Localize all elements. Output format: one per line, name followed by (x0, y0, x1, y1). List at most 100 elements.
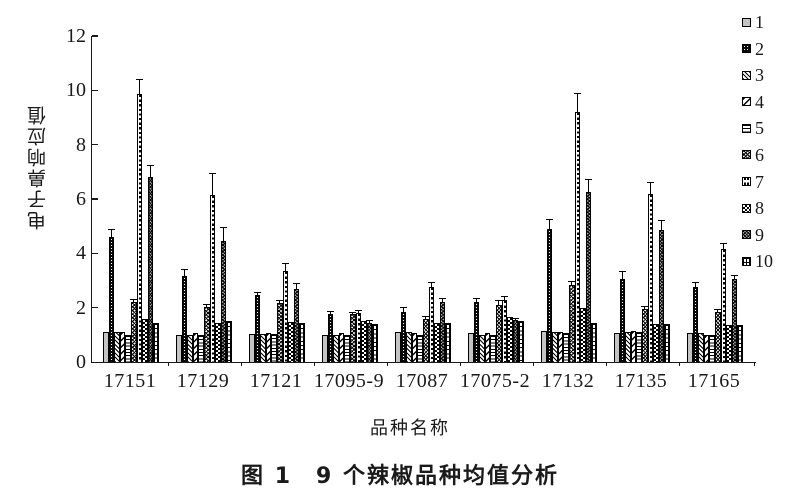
bar-series-6 (496, 304, 502, 362)
bar-series-4 (265, 332, 272, 362)
bar-series-4 (484, 333, 491, 362)
bar-series-2 (327, 314, 334, 362)
legend-item-7: 7 (742, 173, 773, 191)
bar-series-6 (642, 309, 648, 362)
checker-dots-swatch-icon (742, 203, 751, 213)
bar-series-7 (720, 249, 727, 362)
category-label: 17151 (103, 370, 157, 392)
error-bar (422, 316, 430, 319)
error-bar (107, 228, 115, 238)
error-bar (495, 299, 503, 305)
bar-series-5 (344, 334, 350, 362)
bar-series-10 (737, 325, 743, 362)
error-bar (618, 271, 626, 280)
bar-series-9 (147, 177, 154, 362)
category-label: 17121 (249, 370, 303, 392)
bar-series-8 (361, 321, 367, 362)
category-label: 17075-2 (459, 370, 531, 392)
legend-label: 4 (755, 91, 764, 112)
bar-series-9 (366, 322, 373, 362)
bar-group-17121 (249, 36, 305, 362)
legend-item-4: 4 (742, 93, 773, 111)
legend-label: 9 (755, 224, 764, 245)
y-axis-tick-label: 6 (76, 188, 86, 210)
bar-series-10 (299, 323, 305, 362)
bar-series-1 (103, 332, 109, 362)
error-bar (641, 305, 649, 310)
error-bar (439, 297, 447, 303)
y-axis-tick (92, 35, 98, 37)
x-axis-tick (240, 362, 242, 366)
x-axis-title: 品种名称 (370, 418, 450, 439)
bar-series-6 (204, 306, 210, 362)
bar-series-8 (653, 323, 659, 362)
bar-series-9 (731, 279, 738, 362)
bar-series-7 (428, 287, 435, 362)
x-axis-tick (754, 362, 756, 366)
bar-series-3 (479, 334, 485, 362)
bar-series-10 (226, 321, 232, 362)
bar-group-17075-2 (468, 36, 524, 362)
error-bar (180, 268, 188, 277)
bar-series-2 (254, 295, 261, 362)
bar-series-1 (176, 334, 182, 362)
error-bar (714, 309, 722, 312)
x-axis-tick (605, 362, 607, 366)
legend-label: 1 (755, 12, 764, 32)
bar-series-5 (563, 333, 569, 362)
x-axis-tick (532, 362, 534, 366)
bar-series-4 (703, 334, 710, 362)
category-label: 17132 (541, 370, 595, 392)
bar-group-17135 (614, 36, 670, 362)
bar-series-2 (400, 311, 407, 362)
error-bar (135, 79, 143, 94)
error-bar (646, 181, 654, 194)
figure-caption: 图 1 9 个辣椒品种均值分析 (241, 464, 559, 489)
x-axis-tick (313, 362, 315, 366)
error-bar (658, 219, 666, 231)
error-bar (220, 227, 228, 242)
y-axis-tick-label: 2 (76, 296, 86, 319)
bar-series-8 (288, 322, 294, 362)
bar-series-6 (569, 284, 575, 362)
black-fine-dots-swatch-icon (742, 44, 751, 54)
error-bar (349, 312, 357, 315)
bar-series-6 (131, 302, 137, 362)
y-axis-tick-label: 10 (66, 79, 86, 102)
error-bar (568, 280, 576, 285)
bar-series-9 (439, 302, 446, 362)
bar-series-3 (625, 332, 631, 362)
y-axis-tick (92, 89, 98, 92)
bar-series-1 (249, 334, 255, 362)
category-label: 17129 (176, 370, 230, 392)
y-axis-tick-label: 12 (66, 25, 86, 47)
diagonal-hatch-fine-swatch-icon (742, 70, 751, 80)
bar-series-8 (434, 322, 440, 362)
error-bar (719, 242, 727, 250)
legend-label: 6 (755, 144, 764, 165)
bar-series-6 (715, 311, 721, 362)
y-axis-tick-label: 0 (76, 351, 86, 373)
bar-series-7 (209, 194, 216, 362)
bar-series-10 (591, 322, 597, 362)
bar-series-5 (125, 334, 131, 362)
error-bar (399, 307, 407, 312)
bar-series-8 (142, 318, 148, 362)
bar-series-5 (198, 334, 204, 362)
bar-group-17129 (176, 36, 232, 362)
bar-series-1 (541, 330, 547, 362)
x-axis-tick (167, 362, 169, 366)
bar-series-3 (406, 332, 412, 362)
bar-series-6 (350, 314, 356, 362)
legend-item-2: 2 (742, 40, 773, 58)
error-bar (354, 309, 362, 314)
horizontal-lines-swatch-icon (742, 123, 751, 133)
error-bar (512, 317, 520, 320)
bar-group-17132 (541, 36, 597, 362)
y-axis-tick (92, 252, 98, 255)
legend-item-8: 8 (742, 199, 773, 217)
error-bar (276, 299, 284, 303)
bar-series-4 (557, 332, 564, 362)
error-bar (500, 296, 508, 301)
